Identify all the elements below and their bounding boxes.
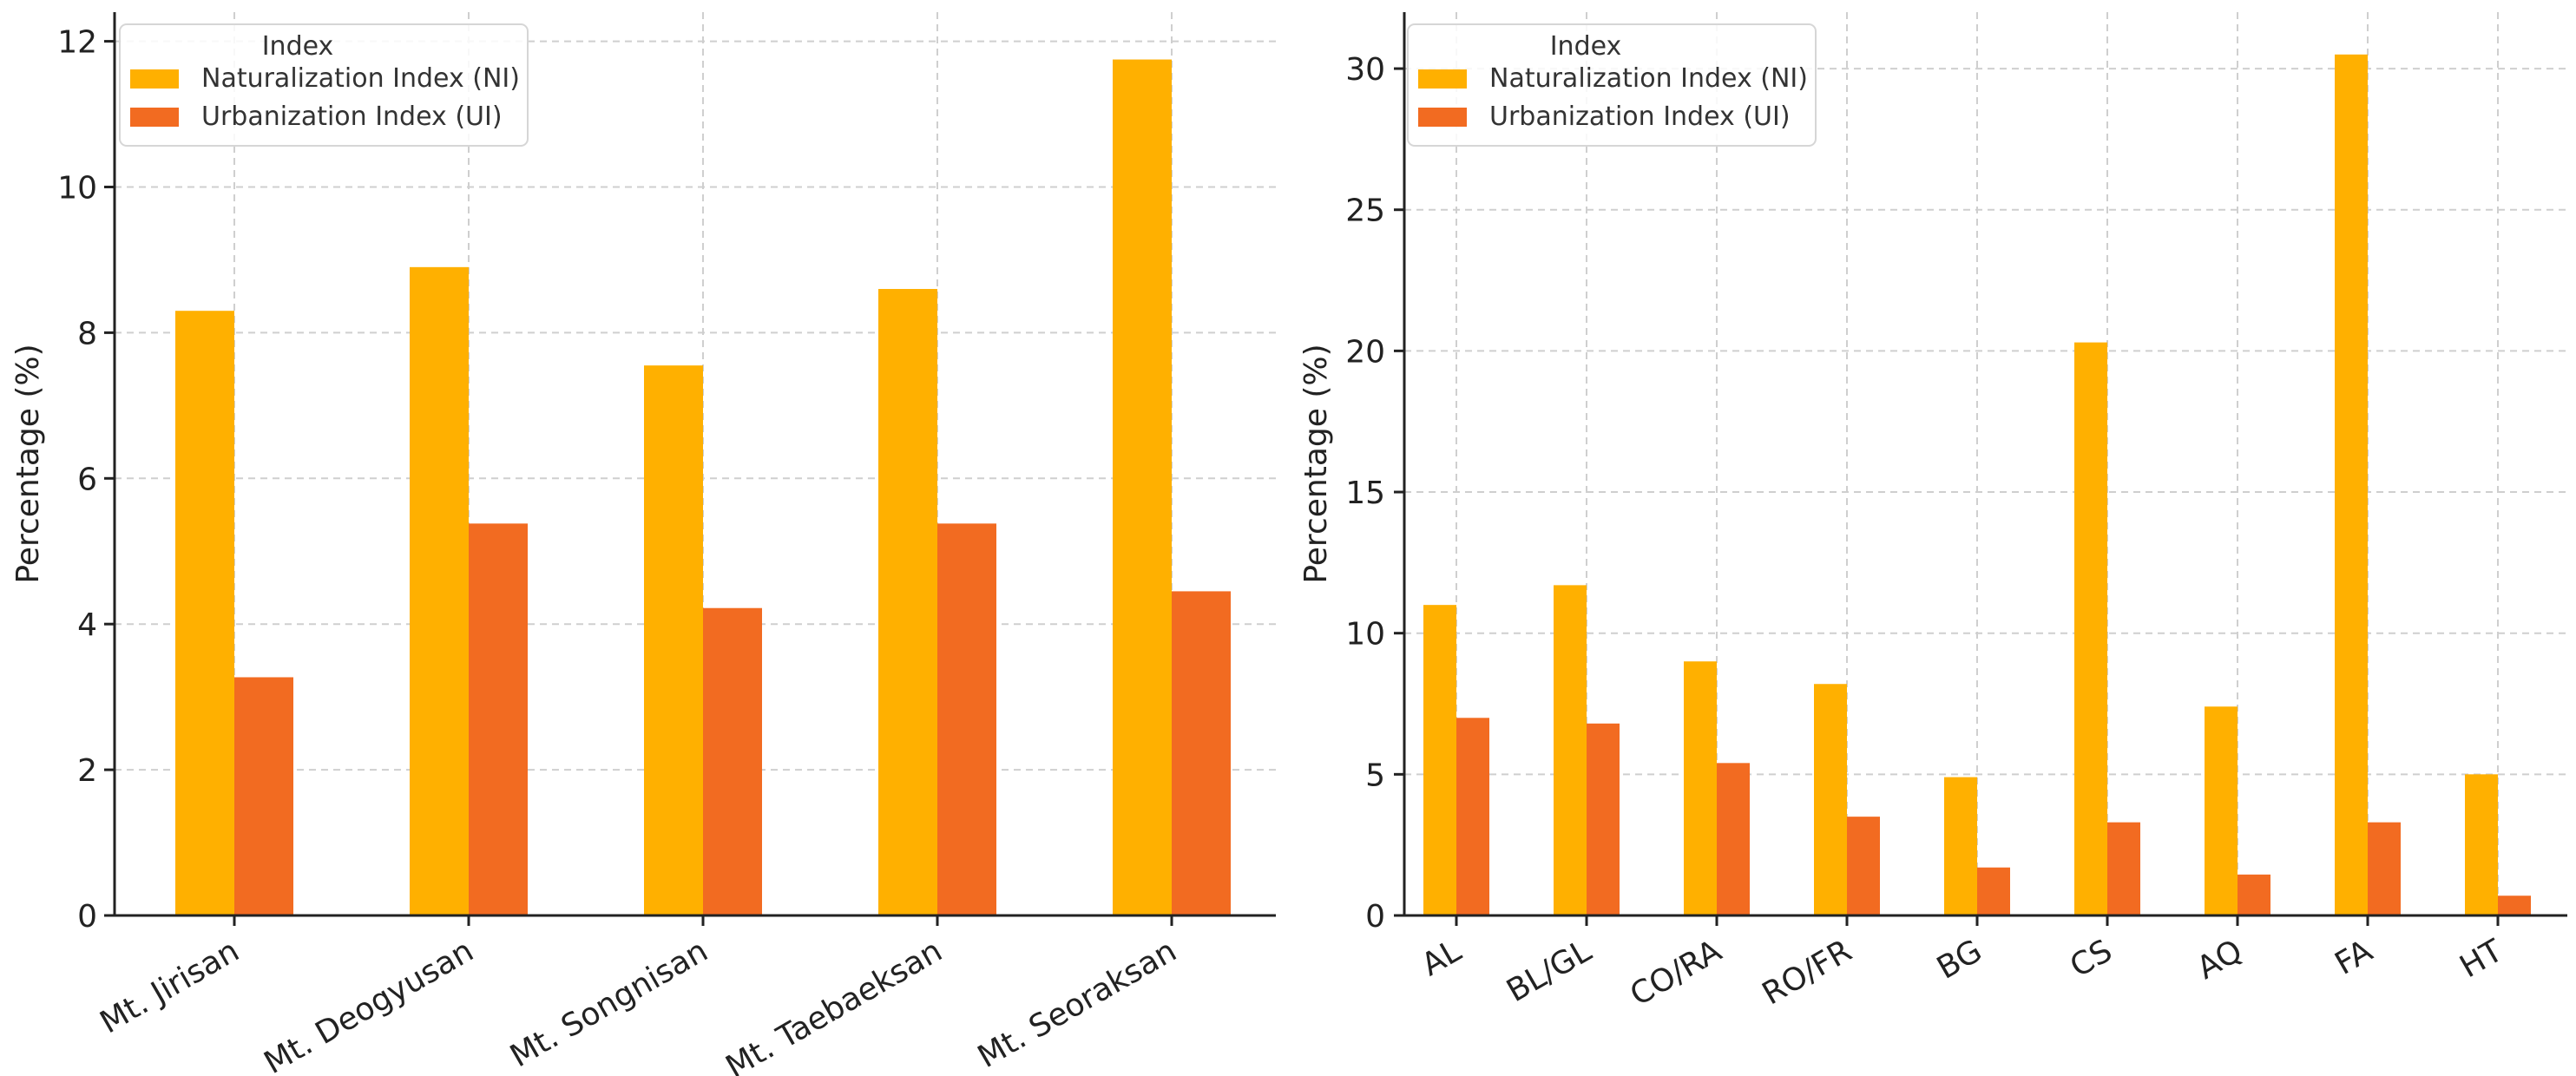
y-tick-label: 2 [77, 753, 97, 789]
y-tick-label: 0 [1365, 899, 1385, 935]
x-category-label: CO/RA [1624, 933, 1727, 1014]
y-tick-label: 20 [1345, 334, 1385, 370]
ni-bar [1554, 585, 1587, 915]
ui-bar [1847, 817, 1880, 915]
ni-bar [1113, 59, 1172, 916]
ui-bar [1977, 867, 2010, 915]
y-tick-label: 0 [77, 899, 97, 935]
y-tick-label: 10 [57, 170, 97, 206]
ni-bar [175, 311, 234, 915]
legend-title: Index [262, 31, 334, 62]
ni-bar [1814, 684, 1847, 915]
x-category-label: Mt. Taebaeksan [720, 933, 949, 1076]
y-tick-label: 12 [57, 25, 97, 61]
ni-bar [410, 266, 469, 915]
legend-label: Urbanization Index (UI) [201, 102, 503, 132]
y-tick-label: 30 [1345, 52, 1385, 88]
x-category-label: Mt. Seoraksan [972, 933, 1183, 1075]
ui-bar [1717, 763, 1750, 915]
ui-bar [1456, 718, 1489, 915]
ui-bar [2107, 822, 2140, 915]
ui-bar [2368, 822, 2401, 915]
y-axis-title: Percentage (%) [1298, 344, 1334, 583]
y-tick-label: 25 [1345, 194, 1385, 229]
legend-label: Naturalization Index (NI) [201, 63, 520, 94]
y-tick-label: 15 [1345, 476, 1385, 511]
legend-box [119, 23, 529, 147]
ni-bar [1944, 777, 1977, 915]
y-tick-label: 8 [77, 316, 97, 351]
ui-bar [937, 523, 996, 915]
ni-bar [644, 365, 703, 916]
ui-bar [1587, 723, 1620, 915]
y-tick-label: 6 [77, 462, 97, 497]
right-chart-land-cover: 0 5 10 15 20 25 30 AL BL/GL CO/RA RO/FR BG CS AQ FA HT P… [1298, 12, 2567, 1014]
ni-bar [2465, 774, 2498, 915]
x-category-label: CS [2064, 933, 2118, 985]
ni-bar [2335, 54, 2368, 915]
x-category-label: AL [1416, 933, 1467, 983]
x-category-label: HT [2454, 933, 2510, 986]
legend-swatch [130, 69, 179, 89]
x-category-label: FA [2330, 933, 2379, 982]
y-axis-title: Percentage (%) [10, 344, 46, 583]
ui-bar [2498, 896, 2531, 915]
x-category-label: RO/FR [1757, 933, 1858, 1012]
ni-bar [878, 289, 937, 916]
legend-swatch [1418, 108, 1467, 127]
legend-swatch [1418, 69, 1467, 89]
ni-bar [2205, 706, 2238, 915]
x-category-label: BG [1931, 933, 1988, 986]
ui-bar [1172, 591, 1231, 915]
ni-bar [1423, 605, 1456, 915]
legend-label: Urbanization Index (UI) [1489, 102, 1791, 132]
y-tick-label: 4 [77, 607, 97, 643]
x-category-label: Mt. Deogyusan [259, 933, 480, 1076]
x-category-label: AQ [2192, 933, 2249, 987]
y-tick-label: 5 [1365, 758, 1385, 793]
ui-bar [234, 677, 293, 915]
x-category-label: Mt. Jirisan [95, 933, 246, 1040]
x-category-label: Mt. Songnisan [504, 933, 713, 1074]
x-category-label: BL/GL [1501, 933, 1597, 1009]
legend-label: Naturalization Index (NI) [1489, 63, 1808, 94]
left-chart-mountains: 0 2 4 6 8 10 12 Mt. Jirisan Mt. Deogyusan Mt. Son… [10, 12, 1276, 1076]
ui-bar [2238, 874, 2270, 915]
ui-bar [469, 523, 528, 915]
legend-title: Index [1550, 31, 1622, 62]
legend-swatch [130, 108, 179, 127]
legend-box [1407, 23, 1817, 147]
ni-bar [1684, 661, 1717, 915]
ui-bar [703, 607, 762, 915]
y-tick-label: 10 [1345, 617, 1385, 653]
ni-bar [2074, 342, 2107, 916]
